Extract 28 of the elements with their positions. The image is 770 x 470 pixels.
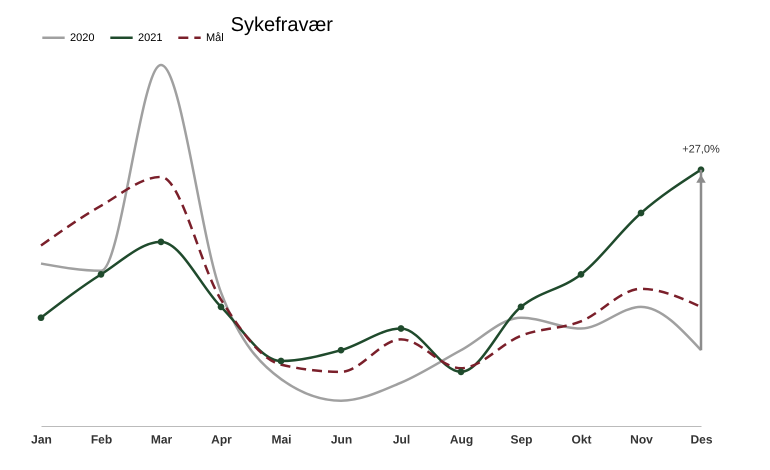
x-tick-label: Jul — [392, 432, 410, 446]
point — [98, 271, 104, 278]
chart-title: Sykefravær — [230, 14, 334, 36]
x-tick-label: Nov — [630, 432, 654, 446]
point — [638, 210, 644, 216]
annotation: +27,0% — [682, 144, 720, 156]
point — [278, 358, 284, 364]
x-tick-label: Jun — [330, 432, 352, 446]
point — [398, 325, 404, 332]
point — [578, 271, 584, 278]
legend-label: Mål — [206, 32, 224, 44]
x-tick-label: Feb — [90, 432, 112, 446]
x-tick-label: Des — [690, 432, 713, 446]
x-tick-label: Sep — [510, 432, 533, 446]
point — [338, 346, 344, 354]
x-tick-label: Jan — [31, 432, 52, 446]
x-tick-label: Aug — [450, 432, 474, 446]
x-tick-label: Mar — [150, 432, 172, 446]
point — [38, 314, 44, 322]
point — [218, 304, 224, 310]
x-tick-label: Okt — [571, 432, 592, 446]
point — [458, 368, 464, 376]
point — [518, 304, 524, 310]
legend-label: 2021 — [138, 32, 162, 44]
x-tick-label: Apr — [211, 432, 232, 446]
x-tick-label: Mai — [271, 432, 292, 446]
point — [158, 238, 164, 246]
legend-label: 2020 — [70, 32, 94, 44]
